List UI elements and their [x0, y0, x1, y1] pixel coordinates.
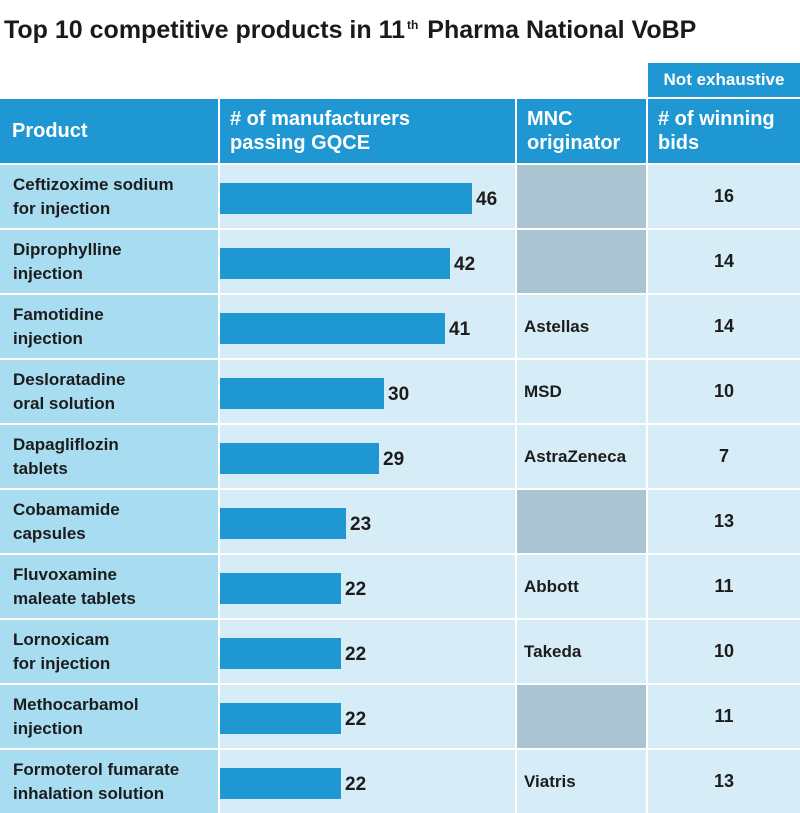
product-name: Famotidine injection: [0, 295, 218, 358]
table-row: Famotidine injection 41 Astellas 14: [0, 295, 800, 358]
mnc-originator: Viatris: [517, 750, 646, 813]
manufacturers-bar: [220, 248, 450, 279]
table-row: Dapagliflozin tablets 29 AstraZeneca 7: [0, 425, 800, 488]
bar-cell: 22: [220, 685, 515, 748]
manufacturers-value-label: 46: [476, 189, 498, 210]
product-name: Cobamamide capsules: [0, 490, 218, 553]
header-mnc: MNC originator: [517, 99, 646, 163]
mnc-originator: Astellas: [517, 295, 646, 358]
manufacturers-value-label: 22: [345, 644, 367, 665]
bar-cell: 22: [220, 555, 515, 618]
header-bids: # of winning bids: [648, 99, 800, 163]
winning-bids: 10: [648, 620, 800, 683]
bar-cell: 46: [220, 165, 515, 228]
bar-cell: 29: [220, 425, 515, 488]
table-row: Diprophylline injection 42 14: [0, 230, 800, 293]
manufacturers-value-label: 22: [345, 579, 367, 600]
manufacturers-value-label: 42: [454, 254, 476, 275]
winning-bids: 16: [648, 165, 800, 228]
mnc-originator: Abbott: [517, 555, 646, 618]
manufacturers-value-label: 23: [350, 514, 372, 535]
header-mnc-label: MNC originator: [527, 108, 621, 154]
product-name: Diprophylline injection: [0, 230, 218, 293]
manufacturers-bar: [220, 378, 384, 409]
table-row: Ceftizoxime sodium for injection 46 16: [0, 165, 800, 228]
bar-cell: 42: [220, 230, 515, 293]
manufacturers-bar: [220, 313, 445, 344]
winning-bids: 13: [648, 490, 800, 553]
manufacturers-value-label: 22: [345, 774, 367, 795]
bar-cell: 22: [220, 620, 515, 683]
product-name: Desloratadine oral solution: [0, 360, 218, 423]
header-manufacturers-label: # of manufacturers passing GQCE: [230, 108, 411, 154]
winning-bids: 11: [648, 685, 800, 748]
manufacturers-value-label: 29: [383, 449, 405, 470]
mnc-originator: AstraZeneca: [517, 425, 646, 488]
title-rest: Pharma National VoBP: [420, 16, 697, 44]
manufacturers-value-label: 22: [345, 709, 367, 730]
product-name: Lornoxicam for injection: [0, 620, 218, 683]
product-name: Methocarbamol injection: [0, 685, 218, 748]
title-main: Top 10 competitive products in 11: [4, 16, 406, 44]
winning-bids: 13: [648, 750, 800, 813]
bar-cell: 23: [220, 490, 515, 553]
mnc-originator: [517, 230, 646, 293]
winning-bids: 10: [648, 360, 800, 423]
manufacturers-bar: [220, 508, 346, 539]
winning-bids: 14: [648, 230, 800, 293]
manufacturers-bar: [220, 183, 472, 214]
manufacturers-value-label: 41: [449, 319, 471, 340]
not-exhaustive-badge: Not exhaustive: [648, 63, 800, 97]
manufacturers-bar: [220, 638, 341, 669]
table-row: Cobamamide capsules 23 13: [0, 490, 800, 553]
mnc-originator: Takeda: [517, 620, 646, 683]
header-product: Product: [0, 99, 218, 163]
mnc-originator: [517, 685, 646, 748]
product-name: Fluvoxamine maleate tablets: [0, 555, 218, 618]
product-name: Formoterol fumarate inhalation solution: [0, 750, 218, 813]
manufacturers-bar: [220, 768, 341, 799]
bar-cell: 22: [220, 750, 515, 813]
manufacturers-bar: [220, 443, 379, 474]
bar-cell: 41: [220, 295, 515, 358]
winning-bids: 7: [648, 425, 800, 488]
header-bids-label: # of winning bids: [658, 108, 775, 154]
winning-bids: 14: [648, 295, 800, 358]
table-header: Product # of manufacturers passing GQCE …: [0, 99, 800, 163]
mnc-originator: [517, 490, 646, 553]
table-row: Lornoxicam for injection 22 Takeda 10: [0, 620, 800, 683]
mnc-originator: MSD: [517, 360, 646, 423]
product-name: Dapagliflozin tablets: [0, 425, 218, 488]
manufacturers-value-label: 30: [388, 384, 410, 405]
bar-cell: 30: [220, 360, 515, 423]
table-row: Desloratadine oral solution 30 MSD 10: [0, 360, 800, 423]
table-row: Formoterol fumarate inhalation solution 2…: [0, 750, 800, 813]
table-row: Methocarbamol injection 22 11: [0, 685, 800, 748]
manufacturers-bar: [220, 703, 341, 734]
table-row: Fluvoxamine maleate tablets 22 Abbott 11: [0, 555, 800, 618]
header-product-label: Product: [12, 120, 88, 142]
mnc-originator: [517, 165, 646, 228]
manufacturers-bar: [220, 573, 341, 604]
product-name: Ceftizoxime sodium for injection: [0, 165, 218, 228]
header-manufacturers: # of manufacturers passing GQCE: [220, 99, 515, 163]
title-superscript: th: [407, 18, 419, 32]
winning-bids: 11: [648, 555, 800, 618]
